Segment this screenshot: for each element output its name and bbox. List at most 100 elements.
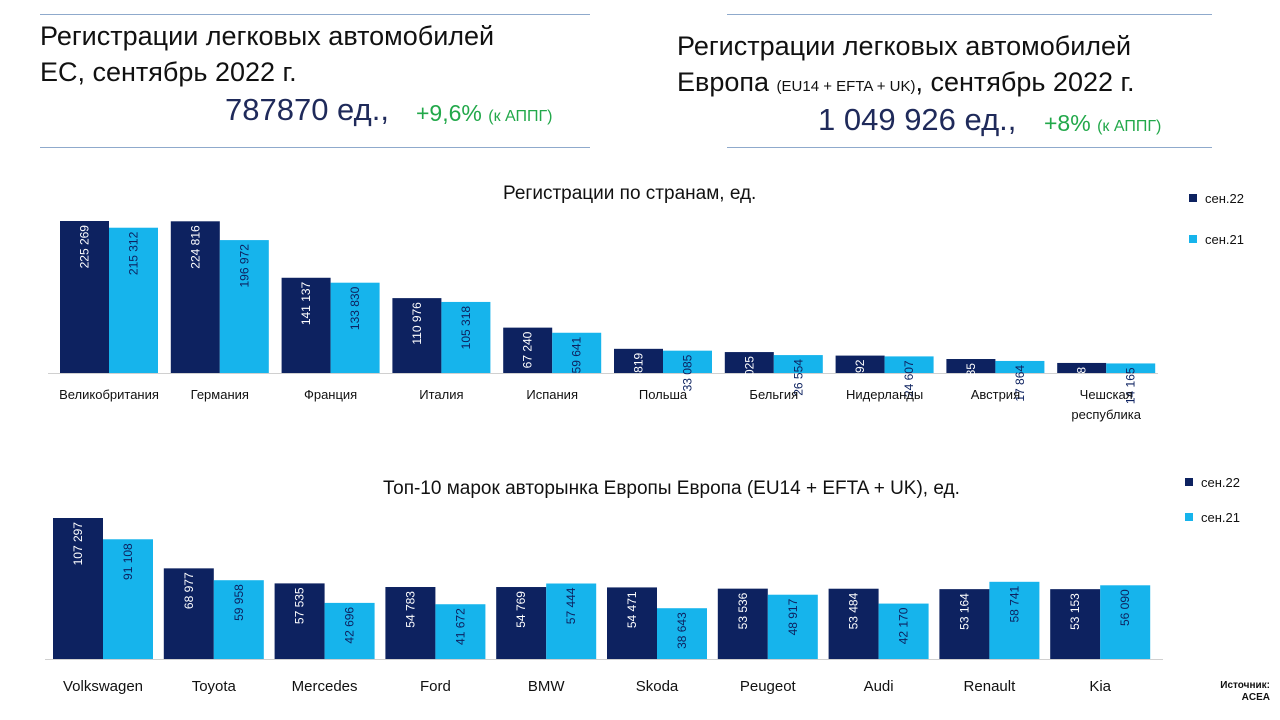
header-left-title: Регистрации легковых автомобилей ЕС, сен…	[40, 18, 494, 90]
category-label: Австрия	[971, 387, 1020, 402]
bar-sep21	[324, 602, 375, 659]
data-label: 57 535	[293, 587, 307, 624]
category-label: Kia	[1089, 678, 1111, 695]
bar-sep21	[109, 227, 158, 373]
data-label: 25 792	[853, 359, 867, 396]
data-label: 54 471	[625, 591, 639, 628]
data-label: 41 672	[453, 608, 467, 645]
bar-sep21	[995, 360, 1045, 373]
category-label: Peugeot	[740, 678, 797, 695]
legend-item-sep22: сен.22	[1185, 474, 1240, 490]
bar-sep22	[939, 589, 990, 659]
bar-sep21	[989, 581, 1040, 659]
header-right-bottom-rule	[727, 147, 1212, 148]
data-label: 48 917	[786, 598, 800, 635]
bar-sep22	[53, 518, 103, 659]
bar-sep21	[767, 594, 818, 659]
bar-sep21	[546, 583, 597, 659]
source-value: ACEA	[1241, 692, 1270, 703]
legend-swatch-sep21	[1189, 235, 1197, 243]
category-label: Skoda	[636, 678, 679, 695]
header-right-change-note: (к АППГ)	[1097, 118, 1162, 135]
category-label: Нидерланды	[846, 387, 923, 402]
data-label: 67 240	[521, 331, 535, 368]
bar-sep22	[163, 568, 214, 659]
data-label: 54 769	[514, 591, 528, 628]
legend-label-sep22: сен.22	[1201, 474, 1240, 490]
data-label: 133 830	[348, 286, 362, 330]
data-label: 14 898	[1075, 367, 1089, 404]
data-label: 107 297	[71, 522, 85, 566]
header-right-line2: Европа (EU14 + EFTA + UK), сентябрь 2022…	[677, 64, 1135, 105]
header-left-top-rule	[40, 14, 590, 15]
header-left-line1: Регистрации легковых автомобилей	[40, 21, 495, 51]
bar-sep22	[274, 583, 325, 659]
data-label: 68 977	[182, 572, 196, 609]
bar-sep22	[496, 587, 547, 659]
category-label: Audi	[864, 678, 894, 695]
data-label: 53 536	[736, 592, 750, 629]
category-label: Чешская республика	[1071, 387, 1141, 422]
data-label: 53 153	[1068, 593, 1082, 630]
data-label: 53 484	[847, 592, 861, 629]
bar-sep22	[1057, 362, 1107, 373]
data-label: 196 972	[237, 244, 251, 288]
data-label: 54 783	[403, 591, 417, 628]
data-label: 42 170	[897, 607, 911, 644]
chart-brands-legend: сен.22 сен.21	[1185, 474, 1240, 550]
category-label: Италия	[419, 387, 463, 402]
chart-countries-title: Регистрации по странам, ед.	[503, 183, 757, 204]
bar-sep22	[717, 588, 768, 659]
category-label: Франция	[304, 387, 357, 402]
header-right-line2-main: Европа	[677, 67, 777, 97]
data-label: 56 090	[1118, 589, 1132, 626]
bar-sep21	[657, 608, 707, 659]
bar-sep22	[392, 298, 442, 373]
header-right-change: +8% (к АППГ)	[1044, 110, 1161, 137]
header-left-value: 787870 ед.,	[225, 92, 389, 127]
bar-sep22	[614, 348, 663, 373]
data-label: 225 269	[78, 225, 92, 269]
bar-sep22	[835, 355, 885, 373]
chart-brands: 107 297 91 108 Volkswagen 68 977 59 958 Toyot…	[45, 518, 1163, 695]
data-label: 31 025	[742, 356, 756, 393]
header-left-change: +9,6% (к АППГ)	[416, 100, 553, 127]
header-right-title: Регистрации легковых автомобилей Европа …	[677, 28, 1135, 105]
bar-sep22	[1050, 589, 1101, 659]
legend-item-sep21: сен.21	[1185, 509, 1240, 525]
data-label: 42 696	[343, 607, 357, 644]
bar-sep22	[281, 277, 331, 373]
header-right-line2-tail: , сентябрь 2022 г.	[915, 67, 1135, 97]
bar-sep21	[441, 301, 491, 373]
data-label: 59 641	[570, 336, 584, 373]
category-label: Toyota	[192, 678, 237, 695]
header-right-value: 1 049 926 ед.,	[818, 102, 1017, 137]
bar-sep21	[103, 539, 153, 659]
header-right-top-rule	[727, 14, 1212, 15]
data-label: 58 741	[1007, 585, 1021, 622]
bar-sep21	[219, 240, 269, 373]
legend-label-sep22: сен.22	[1205, 190, 1244, 206]
data-label: 105 318	[459, 306, 473, 350]
bar-sep21	[552, 332, 602, 373]
bar-sep21	[1106, 363, 1156, 373]
bar-sep21	[330, 282, 380, 373]
legend-label-sep21: сен.21	[1201, 509, 1240, 525]
bar-sep21	[1100, 585, 1151, 659]
header-left-line2: ЕС, сентябрь 2022 г.	[40, 57, 297, 87]
bar-sep22	[385, 587, 436, 659]
header-right-line2-small: (EU14 + EFTA + UK)	[776, 78, 916, 95]
data-label: 224 816	[188, 225, 202, 269]
data-label: 141 137	[299, 281, 313, 325]
bar-sep21	[435, 604, 486, 659]
header-left-change-value: +9,6%	[416, 100, 482, 126]
data-label: 57 444	[564, 587, 578, 624]
chart-countries: 225 269 215 312 Великобритания 224 816 196 9…	[48, 221, 1158, 422]
chart-brands-title: Топ-10 марок авторынка Европы Европа (EU…	[383, 478, 960, 499]
category-label: Бельгия	[749, 387, 798, 402]
bar-sep21	[773, 355, 823, 373]
data-label: 26 554	[791, 359, 805, 396]
legend-swatch-sep21	[1185, 513, 1193, 521]
category-label: Mercedes	[292, 678, 358, 695]
category-label: Польша	[639, 387, 688, 402]
